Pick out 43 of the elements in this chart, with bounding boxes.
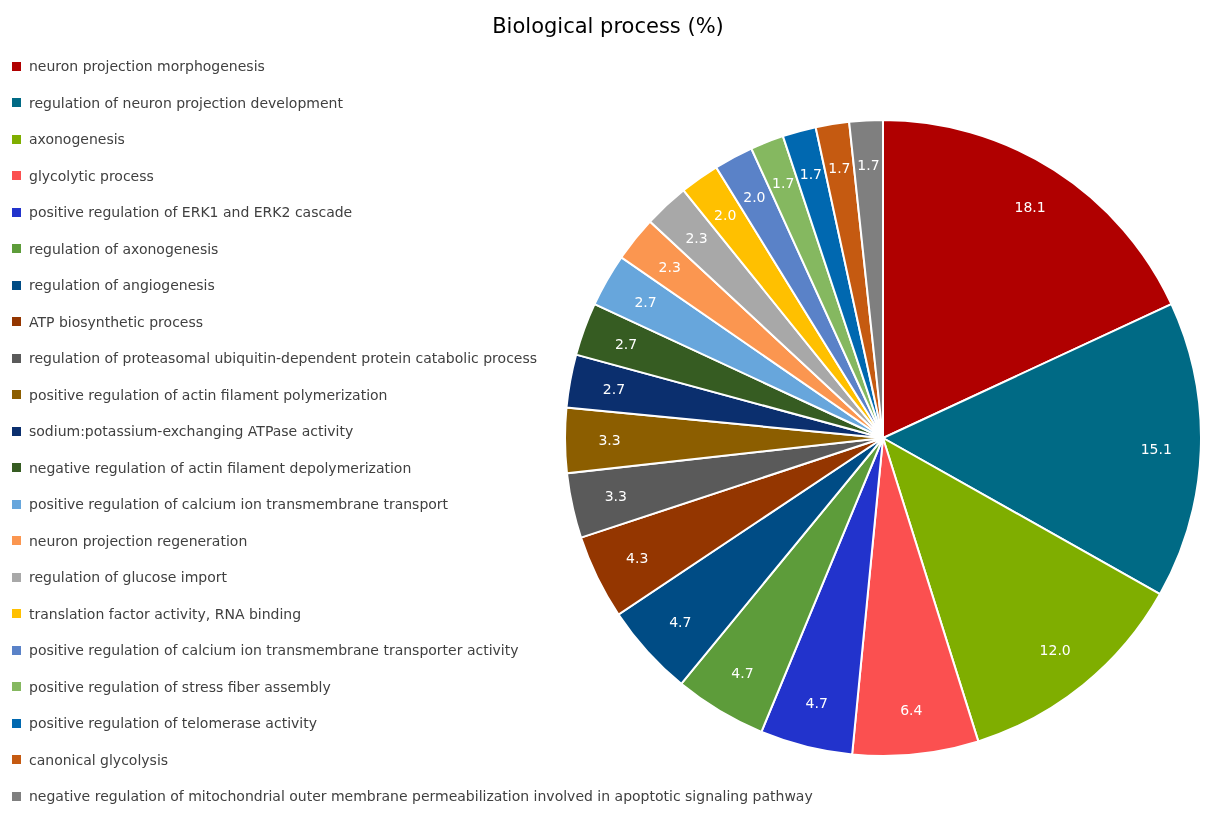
data-label: 1.7 (772, 175, 795, 192)
data-label: 12.0 (1039, 642, 1071, 659)
legend-label: canonical glycolysis (29, 751, 169, 768)
legend-label: positive regulation of actin filament polymerization (29, 386, 388, 403)
data-label: 2.7 (602, 380, 626, 397)
data-label: 15.1 (1140, 440, 1172, 457)
data-label: 1.7 (857, 156, 880, 173)
legend-label: positive regulation of telomerase activity (29, 715, 317, 732)
legend-label: glycolytic process (29, 167, 154, 184)
data-label: 4.7 (805, 695, 828, 712)
data-label: 2.3 (685, 229, 708, 246)
legend-label: regulation of neuron projection development (29, 94, 343, 111)
data-label: 3.3 (604, 488, 627, 505)
legend-label: regulation of angiogenesis (29, 277, 215, 294)
data-label: 2.0 (743, 188, 766, 205)
data-label: 2.7 (614, 336, 638, 353)
data-label: 1.7 (799, 166, 823, 183)
data-label: 6.4 (900, 702, 923, 719)
data-label: 2.3 (658, 258, 681, 275)
data-label: 1.7 (828, 160, 851, 177)
data-label: 2.0 (714, 206, 737, 223)
legend-label: positive regulation of calcium ion transmembrane transporter activity (29, 642, 519, 659)
data-label: 4.7 (731, 664, 754, 681)
legend-label: ATP biosynthetic process (29, 313, 204, 330)
data-label: 2.7 (634, 294, 657, 311)
legend-label: negative regulation of mitochondrial outer membrane permeabilization involved in apoptotic signaling pathway (29, 788, 813, 805)
legend-label: neuron projection regeneration (29, 532, 248, 549)
legend-label: axonogenesis (29, 131, 125, 148)
data-label: 3.3 (598, 432, 621, 449)
legend-label: translation factor activity, RNA binding (29, 605, 302, 622)
legend-label: positive regulation of calcium ion transmembrane transport (29, 496, 449, 513)
data-label: 4.3 (626, 549, 649, 566)
legend-label: positive regulation of stress fiber assembly (29, 678, 331, 695)
chart-title: Biological process (%) (491, 14, 725, 38)
legend-label: regulation of glucose import (29, 569, 227, 586)
data-label: 18.1 (1014, 199, 1046, 216)
data-label: 4.7 (669, 613, 692, 630)
legend-label: positive regulation of ERK1 and ERK2 cascade (29, 204, 353, 221)
legend-label: regulation of proteasomal ubiquitin-dependent protein catabolic process (29, 350, 538, 367)
legend-label: negative regulation of actin filament depolymerization (29, 459, 412, 476)
legend-label: sodium:potassium-exchanging ATPase activity (29, 423, 354, 440)
legend-label: neuron projection morphogenesis (29, 58, 265, 75)
legend-label: regulation of axonogenesis (29, 240, 219, 257)
